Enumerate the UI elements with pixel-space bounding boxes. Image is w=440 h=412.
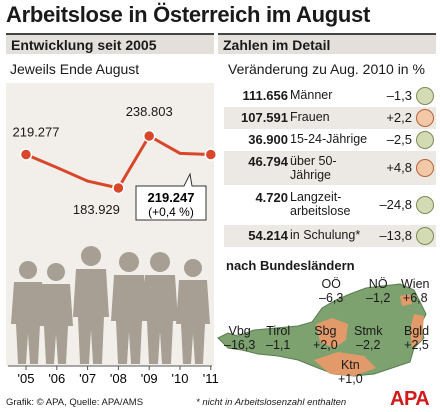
detail-value: 111.656 (242, 88, 288, 103)
detail-row-women: 107.591 Frauen +2,2 (224, 107, 436, 129)
detail-label-line2: arbeitslose (290, 204, 351, 218)
detail-label-line2: Jährige (290, 168, 331, 182)
x-tick-label: '11 (203, 371, 219, 386)
page-title: Arbeitslose in Österreich im August (6, 2, 370, 27)
region-ktn: Ktn +1,0 (338, 358, 363, 386)
left-section-header: Entwicklung seit 2005 (6, 33, 214, 54)
arrow-down-icon (416, 227, 434, 245)
callout-box (135, 172, 207, 221)
right-section-header: Zahlen im Detail (218, 33, 436, 54)
arrow-up-icon (416, 159, 434, 177)
region-noe: NÖ –1,2 (366, 277, 391, 305)
detail-change: –2,5 (386, 132, 412, 147)
detail-value: 4.720 (255, 190, 288, 205)
data-label: 238.803 (126, 104, 173, 119)
people-queue-illustration (11, 246, 210, 364)
data-point (19, 148, 33, 161)
x-tick-label: '05 (18, 371, 35, 386)
data-point (112, 181, 125, 195)
vienna-region (400, 294, 412, 306)
apa-logo: APA (390, 388, 430, 410)
data-label: 183.929 (73, 202, 120, 217)
carinthia-region (314, 352, 376, 376)
footer-note: * nicht in Arbeitslosenzahl enthalten (196, 397, 347, 408)
detail-change: –1,3 (386, 88, 412, 103)
salzburg-region (316, 318, 348, 348)
detail-row-over50: 46.794 über 50- Jährige +4,8 (224, 151, 436, 185)
arrow-down-icon (416, 131, 434, 149)
footer-source: Grafik: © APA, Quelle: APA/AMS (6, 397, 144, 408)
detail-row-men: 111.656 Männer –1,3 (224, 85, 436, 107)
region-vbg: Vbg –16,3 (224, 324, 256, 352)
detail-value: 54.214 (248, 228, 288, 243)
x-tick-label: '10 (172, 371, 189, 386)
detail-value: 46.794 (248, 154, 288, 169)
arrow-down-icon (416, 87, 434, 105)
detail-subtitle: Veränderung zu Aug. 2010 in % (228, 61, 425, 77)
arrow-up-icon (416, 109, 434, 127)
x-tick-label: '09 (141, 371, 158, 386)
detail-value: 107.591 (241, 110, 288, 125)
detail-row-training: 54.214 in Schulung* –13,8 (224, 225, 436, 247)
region-bgld: Bgld +2,5 (404, 324, 430, 352)
burgenland-region (410, 314, 424, 348)
chart-subtitle: Jeweils Ende August (10, 61, 140, 77)
detail-label: Männer (290, 88, 333, 102)
region-tirol: Tirol –1,1 (266, 324, 291, 352)
detail-row-youth: 36.900 15-24-Jährige –2,5 (224, 129, 436, 151)
detail-label: Langzeit- (290, 190, 342, 204)
detail-change: –13,8 (379, 228, 412, 243)
arrow-down-icon (416, 196, 434, 214)
detail-label: 15-24-Jährige (290, 132, 368, 146)
detail-label: über 50- (290, 154, 337, 168)
austria-map (217, 283, 427, 377)
detail-label: Frauen (290, 110, 330, 124)
x-tick-label: '07 (79, 371, 96, 386)
detail-change: –24,8 (379, 197, 412, 212)
region-stmk: Stmk –2,2 (354, 324, 383, 352)
x-tick-label: '06 (48, 371, 65, 386)
series-line (25, 133, 211, 190)
detail-value: 36.900 (248, 132, 288, 147)
data-point (204, 148, 218, 161)
callout-change: (+0,4 %) (148, 205, 194, 219)
callout-value: 219.247 (148, 190, 195, 205)
region-sbg: Sbg +2,0 (313, 324, 338, 352)
detail-change: +4,8 (386, 160, 412, 175)
detail-label: in Schulung* (290, 228, 361, 242)
detail-change: +2,2 (386, 110, 412, 125)
map-title: nach Bundesländern (226, 258, 355, 273)
data-label: 219.277 (13, 125, 60, 140)
x-tick-label: '08 (110, 371, 127, 386)
region-wien: Wien +6,8 (401, 277, 430, 305)
data-point (142, 129, 156, 143)
detail-row-longterm: 4.720 Langzeit- arbeitslose –24,8 (224, 187, 436, 223)
region-ooe: OÖ –6,3 (319, 277, 344, 305)
